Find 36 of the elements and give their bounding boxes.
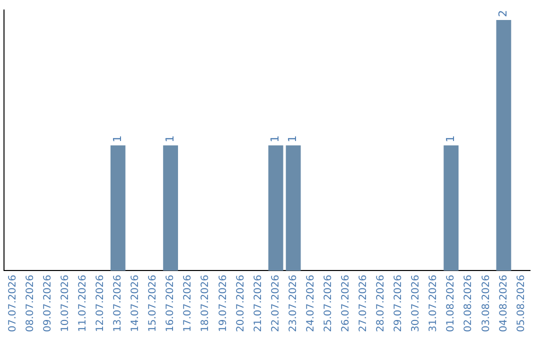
data-label: 1 bbox=[444, 135, 457, 142]
x-tick-label: 02.08.2026 bbox=[463, 274, 474, 332]
x-tick-label: 23.07.2026 bbox=[288, 274, 299, 332]
x-tick-label: 13.07.2026 bbox=[112, 274, 124, 332]
x-tick-label: 21.07.2026 bbox=[252, 274, 264, 332]
x-tick-label: 07.07.2026 bbox=[7, 274, 18, 332]
data-label: 1 bbox=[268, 135, 282, 142]
x-tick-label: 29.07.2026 bbox=[393, 274, 404, 332]
x-tick-label: 17.07.2026 bbox=[182, 274, 194, 332]
x-tick-label: 28.07.2026 bbox=[376, 274, 387, 332]
x-tick-label: 08.07.2026 bbox=[24, 274, 36, 332]
x-tick-label: 10.07.2026 bbox=[60, 274, 71, 332]
x-tick-label: 30.07.2026 bbox=[410, 274, 422, 332]
x-tick-label: 09.07.2026 bbox=[42, 274, 54, 332]
x-tick-label: 18.07.2026 bbox=[200, 274, 212, 332]
x-tick-label: 12.07.2026 bbox=[95, 274, 106, 332]
x-tick-label: 31.07.2026 bbox=[428, 274, 440, 332]
x-tick-label: 03.08.2026 bbox=[480, 274, 492, 332]
x-tick-label: 24.07.2026 bbox=[305, 274, 316, 332]
x-tick-label: 16.07.2026 bbox=[165, 274, 176, 332]
x-tick-label: 04.08.2026 bbox=[498, 274, 510, 332]
x-tick-label: 26.07.2026 bbox=[340, 274, 352, 332]
x-tick-label: 27.07.2026 bbox=[358, 274, 370, 332]
x-tick-label: 19.07.2026 bbox=[218, 274, 229, 332]
x-tick-label: 20.07.2026 bbox=[235, 274, 246, 332]
data-label: 2 bbox=[496, 10, 510, 18]
data-label: 1 bbox=[163, 135, 176, 142]
x-tick-label: 22.07.2026 bbox=[270, 274, 282, 332]
x-tick-label: 14.07.2026 bbox=[130, 274, 142, 332]
data-label: 1 bbox=[110, 135, 124, 142]
data-label: 1 bbox=[286, 135, 300, 142]
x-tick-label: 11.07.2026 bbox=[77, 274, 88, 332]
x-tick-label: 05.08.2026 bbox=[516, 274, 527, 332]
x-tick-label: 01.08.2026 bbox=[446, 274, 457, 332]
x-tick-label: 25.07.2026 bbox=[322, 274, 334, 332]
x-tick-label: 15.07.2026 bbox=[148, 274, 159, 332]
